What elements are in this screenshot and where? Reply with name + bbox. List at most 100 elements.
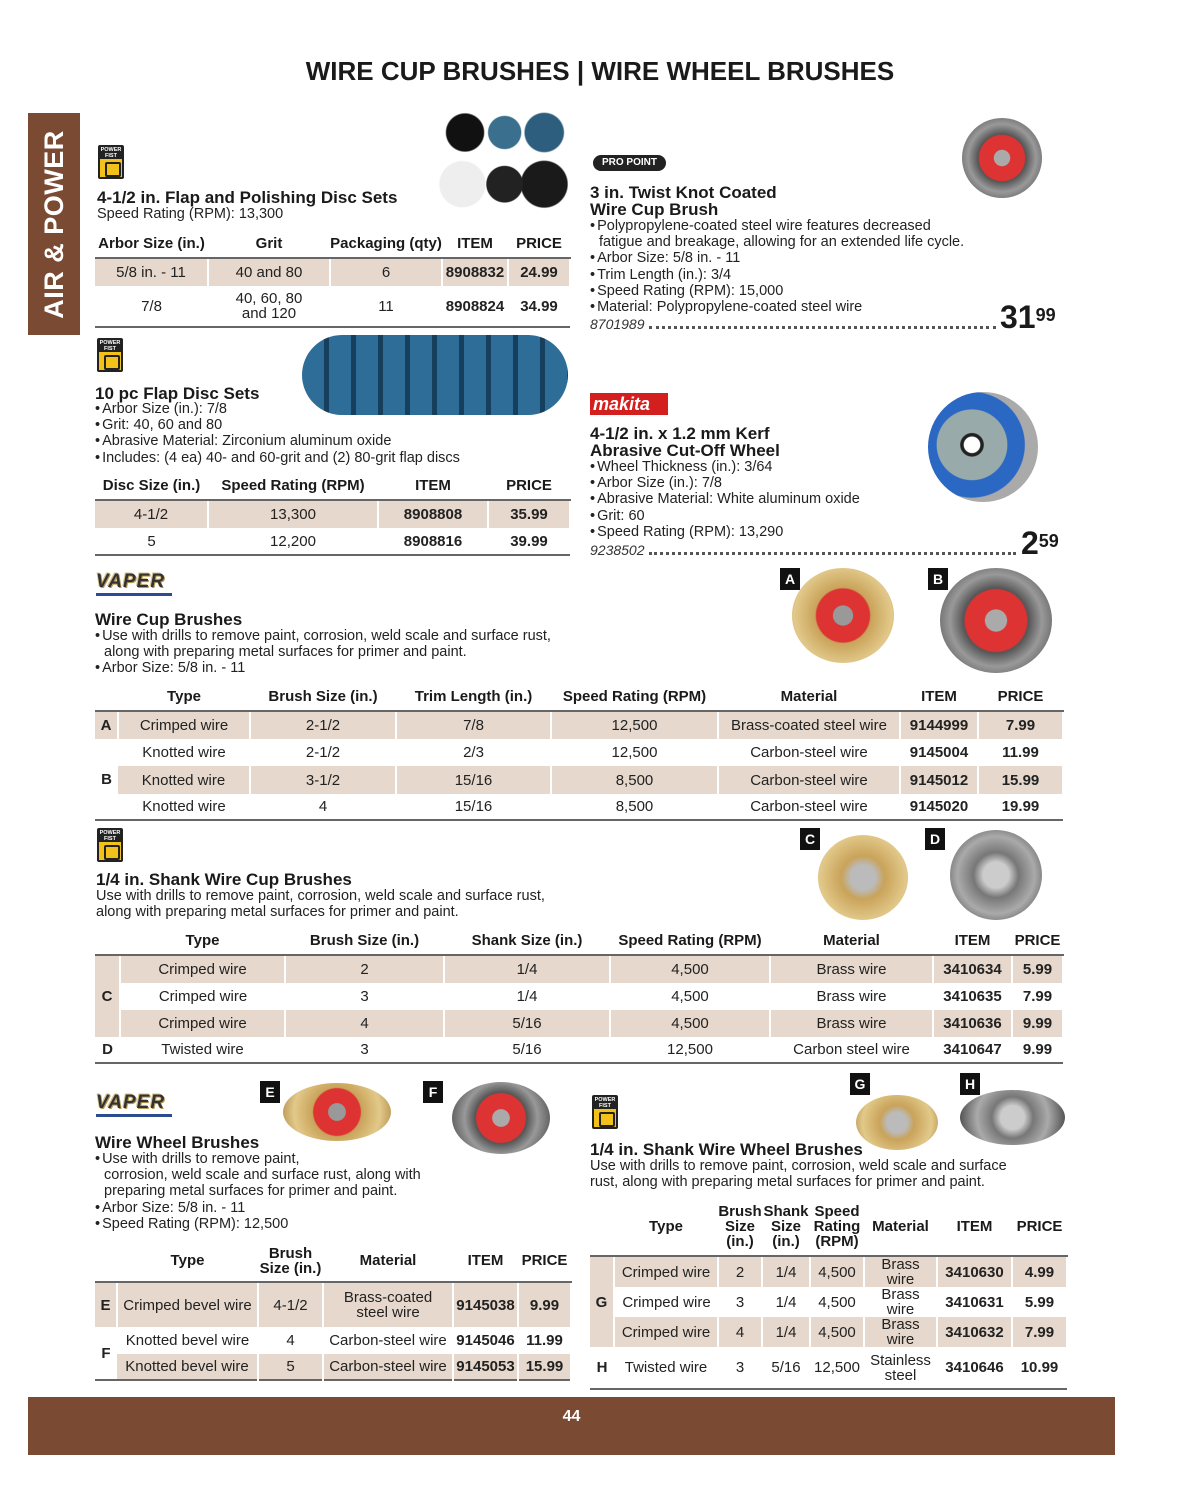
table-cell: Knotted bevel wire (117, 1354, 259, 1380)
page-title: WIRE CUP BRUSHES | WIRE WHEEL BRUSHES (305, 56, 895, 86)
tag-d: D (925, 828, 945, 850)
table-cell: 2-1/2 (305, 744, 341, 761)
vaper-logo: VAPER (96, 1093, 172, 1117)
group-label: E (95, 1282, 118, 1327)
crimped-wheel-image (283, 1083, 391, 1141)
group-label: F (101, 1344, 111, 1362)
table-cell: 7/8 (141, 297, 162, 315)
product-title: Wire Wheel Brushes (95, 1133, 260, 1152)
shank-twisted-cup-image (950, 830, 1042, 920)
table-cell: Twisted wire (161, 1041, 244, 1058)
product-description: Use with drills to remove paint, corrosi… (590, 1158, 1007, 1191)
item-number: 9145012 (900, 766, 979, 794)
table-row: G Crimped wire 2 1/4 4,500 Brass wire 3410630 4… (590, 1256, 1068, 1347)
column-header: ITEM (937, 1198, 1012, 1257)
table-row: Crimped wire 3 1/4 4,500 Brass wire 3410631 5.… (590, 1287, 1067, 1317)
item-number: 3410635 (943, 988, 1002, 1005)
item-number: 3410630 (937, 1256, 1013, 1287)
table-cell: 6 (330, 258, 443, 286)
knotted-cup-brush-image (940, 568, 1052, 673)
table-row: 5/8 in. - 11 40 and 80 6 8908832 24.99 (95, 258, 571, 286)
price-cell: 7.99 (978, 711, 1064, 739)
column-header: Speed Rating (RPM) (610, 927, 770, 956)
table-row: E Crimped bevel wire 4-1/2 Brass-coated ste… (95, 1282, 572, 1327)
table-header: Type Brush Size (in.) Trim Length (in.) Spe… (95, 683, 1063, 712)
table-row: 4-1/2 13,300 8908808 35.99 (95, 500, 571, 528)
tag-a: A (780, 568, 800, 590)
table-cell: Brass wire (881, 1286, 920, 1318)
flap-polish-table: Arbor Size (in.) Grit Packaging (qty) ITEM P… (95, 230, 571, 328)
item-number-line: 8701989 (590, 316, 1000, 332)
item-number: 8908832 (442, 258, 509, 286)
price-cell: 15.99 (978, 766, 1064, 794)
power-fist-logo-text: POWER FIST (594, 1097, 616, 1109)
table-cell: 4,500 (818, 1293, 856, 1311)
table-cell: Crimped wire (622, 1293, 711, 1311)
price-cell: 7.99 (1012, 1317, 1068, 1347)
makita-logo: makita (590, 393, 668, 415)
price-cell: 4.99 (1012, 1256, 1068, 1287)
flap-disc-table: Disc Size (in.) Speed Rating (RPM) ITEM PRI… (95, 472, 571, 556)
column-header: Material (718, 683, 900, 712)
column-header: PRICE (1012, 927, 1063, 956)
section-side-tab: AIR & POWER (28, 113, 80, 335)
column-header: PRICE (978, 683, 1063, 712)
item-number: 3410631 (945, 1293, 1004, 1311)
product-bullets: Polypropylene-coated steel wire features… (590, 218, 964, 315)
table-cell: 2/3 (463, 744, 484, 761)
product-bullets: Arbor Size (in.): 7/8 Grit: 40, 60 and 8… (95, 401, 460, 466)
table-cell: 11 (378, 297, 394, 315)
table-cell: 2 (718, 1256, 763, 1287)
table-cell: 5/8 in. - 11 (95, 258, 209, 286)
table-cell: 15/16 (454, 798, 493, 815)
shank-wheel-table: Type Brush Size (in.) Shank Size (in.) Spee… (590, 1198, 1068, 1390)
table-cell: Brass wire (816, 988, 887, 1005)
table-cell: 4-1/2 (258, 1282, 324, 1327)
table-cell: 4-1/2 (95, 500, 209, 528)
tag-g: G (850, 1073, 870, 1095)
table-cell: Crimped wire (158, 988, 248, 1005)
column-header: Speed Rating (RPM) (810, 1198, 864, 1257)
price-cell: 5.99 (1024, 1293, 1055, 1311)
table-cell: Twisted wire (624, 1359, 708, 1376)
table-cell: Brass wire (864, 1256, 938, 1287)
table-cell: Knotted wire (142, 744, 226, 761)
table-cell: Knotted wire (142, 798, 226, 815)
column-header: Trim Length (in.) (396, 683, 551, 712)
table-cell: 4 (286, 1332, 295, 1349)
table-cell: Carbon-steel wire (718, 766, 901, 794)
product-description: Use with drills to remove paint, corrosi… (96, 888, 545, 921)
table-cell: Crimped wire (120, 955, 286, 983)
product-title: 4-1/2 in. Flap and Polishing Disc Sets (97, 188, 398, 207)
table-cell: 4,500 (671, 988, 709, 1005)
wire-cup-table: Type Brush Size (in.) Trim Length (in.) Spe… (95, 683, 1064, 821)
group-label: G (590, 1256, 615, 1347)
price: 3199 (1000, 299, 1056, 335)
table-cell: 2-1/2 (250, 711, 397, 739)
table-cell: Stainless steel (870, 1351, 931, 1384)
table-cell: 12,500 (814, 1359, 860, 1376)
product-title: 4-1/2 in. x 1.2 mm Kerf Abrasive Cut-Off … (590, 424, 780, 460)
table-cell: Knotted wire (118, 766, 251, 794)
column-header: ITEM (900, 683, 978, 712)
power-fist-logo: POWER FIST (97, 338, 123, 372)
table-cell: 15/16 (396, 766, 552, 794)
tag-f: F (423, 1081, 443, 1103)
table-cell: Crimped wire (118, 711, 251, 739)
column-header: Brush Size (in.) (250, 683, 396, 712)
table-row: 5 12,200 8908816 39.99 (95, 528, 570, 555)
item-number: 9145046 (456, 1332, 515, 1349)
table-cell: 3-1/2 (250, 766, 397, 794)
group-label: C (95, 955, 121, 1037)
column-header: PRICE (508, 230, 570, 259)
group-label: D (102, 1041, 113, 1058)
table-row: C Crimped wire 2 1/4 4,500 Brass wire 3410634 5… (95, 955, 1064, 1037)
item-number: 8908824 (445, 297, 505, 315)
table-cell: Brass-coated steel wire (718, 711, 901, 739)
price-cell: 15.99 (518, 1354, 572, 1380)
table-cell: 4 (285, 1010, 445, 1037)
page-number: 44 (562, 1408, 581, 1425)
table-cell: 12,500 (551, 711, 719, 739)
column-header: ITEM (442, 230, 508, 259)
group-label: A (95, 711, 119, 739)
